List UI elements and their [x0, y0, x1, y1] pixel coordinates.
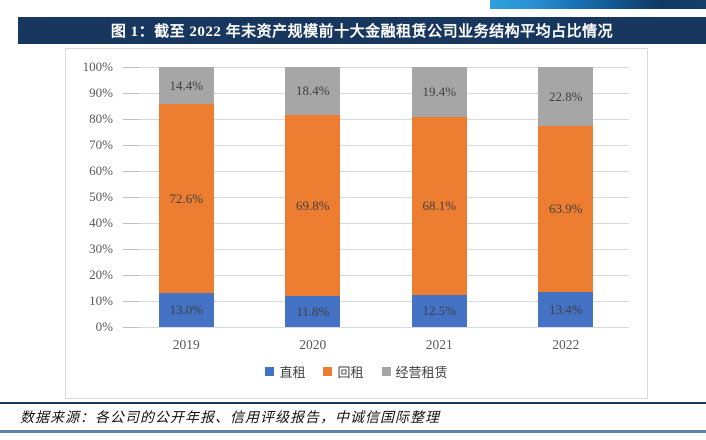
- bar-data-label: 68.1%: [422, 197, 457, 213]
- y-axis-label: 30%: [89, 241, 113, 256]
- chart-legend: 直租 回租 经营租赁: [66, 362, 647, 381]
- bar-data-label: 63.9%: [548, 201, 583, 217]
- bar-2019: 13.0% 72.6% 14.4%: [158, 67, 214, 327]
- footer-divider-bottom: [0, 430, 706, 433]
- bar-data-label: 13.4%: [548, 301, 583, 317]
- y-axis-tick: [123, 93, 139, 94]
- bar-segment-回租: 68.1%: [411, 117, 467, 295]
- y-axis-label: 100%: [82, 59, 113, 74]
- figure-title: 图 1：截至 2022 年末资产规模前十大金融租赁公司业务结构平均占比情况: [110, 24, 614, 40]
- legend-item-直租: 直租: [265, 362, 305, 381]
- legend-marker-icon: [323, 367, 333, 376]
- stacked-bar-chart: 0% 10% 20% 30% 40% 50% 60% 70% 80% 90% 100% 13.0% 72…: [65, 48, 648, 399]
- x-axis-label: 2020: [299, 337, 327, 352]
- y-axis-tick: [123, 275, 139, 276]
- data-source-note: 数据来源：各公司的公开年报、信用评级报告，中诚信国际整理: [20, 411, 440, 426]
- plot-area: 0% 10% 20% 30% 40% 50% 60% 70% 80% 90% 100% 13.0% 72…: [66, 49, 647, 398]
- gridline: [123, 145, 629, 146]
- bar-2022: 13.4% 63.9% 22.8%: [538, 67, 594, 327]
- bar-segment-经营租赁: 22.8%: [538, 67, 594, 127]
- bar-data-label: 14.4%: [169, 77, 204, 93]
- x-axis-label: 2022: [552, 337, 580, 352]
- bar-segment-直租: 13.0%: [158, 293, 214, 327]
- bar-segment-经营租赁: 19.4%: [411, 67, 467, 118]
- gridline: [123, 249, 629, 250]
- figure-title-bar: 图 1：截至 2022 年末资产规模前十大金融租赁公司业务结构平均占比情况: [18, 17, 706, 44]
- gridline: [123, 93, 629, 94]
- bar-2021: 12.5% 68.1% 19.4%: [411, 67, 467, 327]
- bar-segment-回租: 63.9%: [538, 126, 594, 293]
- y-axis-label: 80%: [89, 111, 113, 126]
- y-axis-tick: [123, 171, 139, 172]
- bar-data-label: 22.8%: [548, 88, 583, 104]
- bar-segment-直租: 12.5%: [411, 294, 467, 327]
- legend-item-回租: 回租: [323, 362, 364, 381]
- y-axis-label: 70%: [89, 137, 113, 152]
- bar-data-label: 19.4%: [422, 84, 457, 100]
- y-axis-label: 10%: [89, 293, 113, 308]
- y-axis-tick: [123, 197, 139, 198]
- legend-marker-icon: [265, 367, 275, 376]
- gridline: [123, 301, 629, 302]
- legend-item-经营租赁: 经营租赁: [381, 362, 448, 381]
- y-axis-label: 0%: [95, 319, 113, 334]
- bar-data-label: 12.5%: [422, 302, 457, 318]
- gridline: [123, 171, 629, 172]
- bar-segment-回租: 72.6%: [158, 104, 214, 294]
- header-decoration-graphic: [490, 0, 706, 9]
- bar-segment-经营租赁: 18.4%: [285, 67, 341, 115]
- legend-label: 经营租赁: [395, 365, 448, 380]
- gridline: [123, 327, 629, 328]
- bar-data-label: 69.8%: [295, 197, 330, 213]
- x-axis-label: 2019: [172, 337, 200, 352]
- y-axis-tick: [123, 249, 139, 250]
- legend-label: 回租: [337, 365, 364, 380]
- y-axis-tick: [123, 145, 139, 146]
- bar-data-label: 13.0%: [169, 302, 204, 318]
- bar-segment-直租: 11.8%: [285, 296, 341, 327]
- bar-segment-直租: 13.4%: [538, 292, 594, 327]
- y-axis-tick: [123, 67, 139, 68]
- gridline: [123, 223, 629, 224]
- legend-label: 直租: [279, 365, 306, 380]
- y-axis-label: 40%: [89, 215, 113, 230]
- y-axis-tick: [123, 223, 139, 224]
- gridline: [123, 67, 629, 68]
- bar-2020: 11.8% 69.8% 18.4%: [285, 67, 341, 327]
- y-axis-tick: [123, 119, 139, 120]
- gridline: [123, 119, 629, 120]
- y-axis-label: 50%: [89, 189, 113, 204]
- gridline: [123, 197, 629, 198]
- footer-divider-top: [0, 402, 706, 404]
- bar-segment-经营租赁: 14.4%: [158, 67, 214, 105]
- gridline: [123, 275, 629, 276]
- bar-data-label: 11.8%: [296, 303, 330, 319]
- legend-marker-icon: [381, 367, 391, 376]
- bar-data-label: 72.6%: [169, 190, 204, 206]
- y-axis-label: 20%: [89, 267, 113, 282]
- y-axis-label: 90%: [89, 85, 113, 100]
- x-axis-label: 2021: [425, 337, 453, 352]
- y-axis-tick: [123, 327, 139, 328]
- bar-segment-回租: 69.8%: [285, 114, 341, 297]
- y-axis-tick: [123, 301, 139, 302]
- y-axis-label: 60%: [89, 163, 113, 178]
- bar-data-label: 18.4%: [295, 82, 330, 98]
